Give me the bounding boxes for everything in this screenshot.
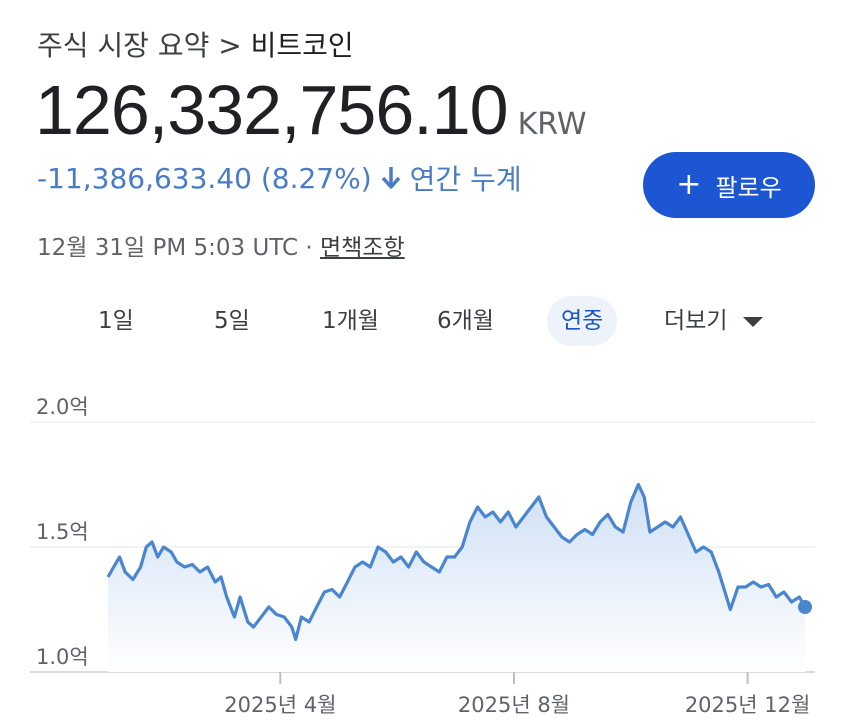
caret-down-icon (743, 316, 764, 327)
price-change: -11,386,633.40 (8.27%) (37, 161, 372, 195)
meta-separator: · (305, 235, 313, 261)
tab-ytd[interactable]: 연중 (547, 296, 618, 346)
y-tick-label: 2.0억 (36, 395, 89, 419)
tab-more[interactable]: 더보기 (664, 296, 764, 346)
tab-label: 연중 (561, 308, 604, 334)
breadcrumb: 주식 시장 요약 > 비트코인 (37, 24, 354, 64)
price-row: 126,332,756.10 KRW (35, 70, 587, 150)
range-tabs: 1일 5일 1개월 6개월 연중 더보기 (0, 296, 850, 346)
timestamp: 12월 31일 PM 5:03 UTC (37, 235, 299, 261)
timestamp-row: 12월 31일 PM 5:03 UTC · 면책조항 (37, 228, 405, 262)
chart-price-line (106, 482, 807, 642)
breadcrumb-current: 비트코인 (250, 29, 354, 62)
currency-label: KRW (517, 107, 587, 142)
plus-icon: + (676, 167, 702, 202)
current-price: 126,332,756.10 (35, 71, 509, 149)
tab-label: 1개월 (322, 308, 379, 334)
x-tick-label: 2025년 4월 (224, 693, 336, 717)
price-change-row: -11,386,633.40 (8.27%) 연간 누계 (37, 158, 522, 198)
y-tick-label: 1.0억 (36, 645, 89, 669)
chart-area-fill (108, 484, 805, 672)
follow-button[interactable]: + 팔로우 (643, 152, 815, 218)
disclaimer-link[interactable]: 면책조항 (320, 235, 405, 261)
tab-1-month[interactable]: 1개월 (322, 296, 379, 346)
tab-5-day[interactable]: 5일 (214, 296, 250, 346)
arrow-down-icon (381, 167, 400, 189)
period-label: 연간 누계 (409, 163, 522, 196)
tab-label: 5일 (214, 308, 250, 334)
y-tick-label: 1.5억 (36, 520, 89, 544)
breadcrumb-root[interactable]: 주식 시장 요약 (37, 29, 210, 62)
tab-label: 6개월 (437, 308, 494, 334)
breadcrumb-separator: > (218, 29, 242, 62)
chart-current-point (798, 600, 812, 614)
price-chart[interactable]: 2.0억 1.5억 1.0억 2025년 4월 2025년 8월 2025년 12월 (0, 390, 850, 725)
tab-label: 1일 (98, 308, 134, 334)
x-tick-label: 2025년 8월 (458, 693, 570, 717)
follow-button-label: 팔로우 (715, 173, 782, 202)
x-tick-label: 2025년 12월 (685, 693, 810, 717)
tab-1-day[interactable]: 1일 (98, 296, 134, 346)
tab-6-month[interactable]: 6개월 (437, 296, 494, 346)
tab-label: 더보기 (664, 308, 728, 334)
